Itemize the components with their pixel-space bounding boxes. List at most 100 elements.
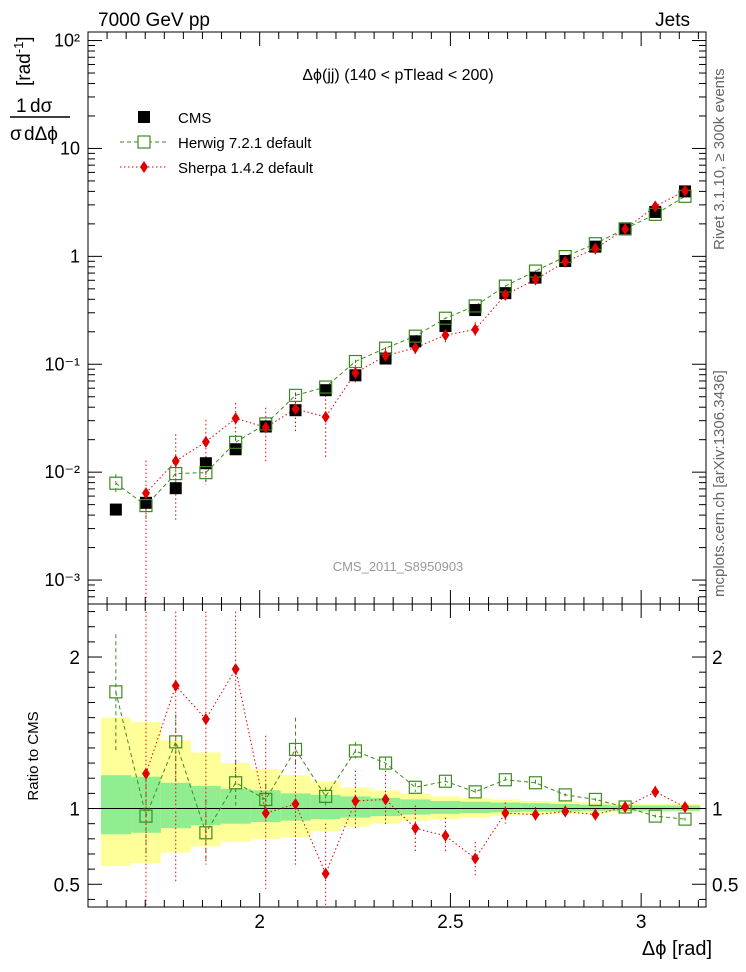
band-inner-bin <box>100 775 132 835</box>
main-point-cms <box>469 304 482 317</box>
ratio-point-herwig <box>348 744 363 758</box>
analysis-label: CMS_2011_S8950903 <box>333 559 464 574</box>
ratio-point-sherpa <box>231 663 240 676</box>
ratio-point-sherpa <box>261 807 270 820</box>
ratio-point-sherpa <box>501 807 510 820</box>
ratio-point-sherpa <box>531 808 540 821</box>
main-point-cms <box>319 384 332 397</box>
band-inner-bin <box>430 800 461 814</box>
main-point-herwig <box>109 476 123 490</box>
ratio-point-sherpa <box>201 713 210 726</box>
header-process-label: Jets <box>655 10 690 31</box>
ratio-point-sherpa <box>321 867 330 880</box>
band-inner-bin <box>160 782 191 829</box>
legend: CMS Herwig 7.2.1 default Sherpa 1.4.2 de… <box>120 110 314 177</box>
svg-text:σ: σ <box>10 124 22 145</box>
ratio-y-tick-label-left: 1 <box>69 800 80 821</box>
mcplots-site-label: mcplots.cern.ch [arXiv:1306.3436] <box>711 370 728 597</box>
ratio-y-tick-label-right: 1 <box>712 800 723 821</box>
ratio-point-herwig <box>678 812 692 826</box>
main-title: Δϕ(jj) (140 < pTlead < 200) <box>302 67 493 84</box>
main-point-sherpa <box>441 329 450 342</box>
main-point-cms <box>109 503 122 516</box>
rivet-version-label: Rivet 3.1.10, ≥ 300k events <box>711 68 728 250</box>
ratio-point-sherpa <box>351 794 360 807</box>
ratio-point-herwig <box>498 773 512 787</box>
ratio-point-herwig <box>259 792 273 807</box>
main-point-cms <box>169 482 182 495</box>
ratio-point-herwig <box>169 735 183 749</box>
main-point-sherpa <box>321 410 330 423</box>
ratio-point-herwig <box>558 788 572 802</box>
main-y-tick-label: 10⁻³ <box>44 570 80 590</box>
svg-text:dΔϕ: dΔϕ <box>24 124 58 145</box>
main-y-axis-label: 1 dσ σ dΔϕ [rad-1] <box>10 36 70 145</box>
main-point-herwig <box>468 299 482 313</box>
svg-text:1: 1 <box>16 96 27 117</box>
main-point-herwig <box>139 498 153 513</box>
ratio-point-sherpa <box>681 801 690 814</box>
main-point-sherpa <box>531 273 540 286</box>
legend-marker-herwig <box>137 135 151 149</box>
ratio-y-axis-label: Ratio to CMS <box>25 711 42 800</box>
ratio-point-herwig <box>408 780 422 794</box>
ratio-point-sherpa <box>441 829 450 842</box>
ratio-point-herwig <box>528 776 543 790</box>
ratio-y-tick-label-right: 0.5 <box>712 875 738 896</box>
main-y-tick-label: 10⁻¹ <box>44 354 80 374</box>
ratio-point-herwig <box>139 809 153 823</box>
legend-marker-cms <box>138 111 150 123</box>
main-point-cms <box>229 443 242 456</box>
band-inner-bin <box>220 788 251 824</box>
legend-marker-sherpa <box>140 161 148 173</box>
main-point-herwig <box>169 466 183 481</box>
ratio-point-sherpa <box>651 785 660 798</box>
ratio-point-herwig <box>438 774 453 788</box>
ratio-point-herwig <box>199 826 213 840</box>
main-point-cms <box>439 320 452 333</box>
band-inner-bin <box>400 799 431 815</box>
ratio-point-sherpa <box>411 822 420 835</box>
ratio-point-sherpa <box>171 679 180 692</box>
main-point-sherpa <box>381 349 390 362</box>
ratio-point-herwig <box>468 785 482 799</box>
ratio-plot-frame <box>87 603 707 908</box>
main-point-sherpa <box>351 366 360 379</box>
ratio-y-tick-label-left: 0.5 <box>54 875 80 896</box>
ratio-point-sherpa <box>291 797 300 810</box>
x-tick-label: 2 <box>254 912 265 933</box>
axes: 10⁻³ 10⁻² 10⁻¹ 1 10 10² 0.5 0.5 1 1 2 2 2 2.5 3 <box>44 31 738 933</box>
legend-label-cms: CMS <box>178 110 211 127</box>
ratio-point-herwig <box>288 742 303 757</box>
legend-entry-cms: CMS <box>138 110 211 127</box>
ratio-point-herwig <box>648 809 662 823</box>
main-point-sherpa <box>651 200 660 213</box>
ratio-point-sherpa <box>621 801 630 814</box>
x-tick-label: 3 <box>636 912 647 933</box>
main-point-sherpa <box>501 288 510 301</box>
main-point-herwig <box>229 435 243 449</box>
ratio-point-sherpa <box>381 793 390 806</box>
ratio-point-herwig <box>229 776 243 790</box>
ratio-point-herwig <box>109 685 123 699</box>
main-point-sherpa <box>171 454 180 467</box>
main-y-tick-label: 10 <box>60 138 80 158</box>
main-point-sherpa <box>411 341 420 354</box>
legend-entry-sherpa: Sherpa 1.4.2 default <box>120 160 314 177</box>
main-y-tick-label: 1 <box>70 246 80 266</box>
legend-label-herwig: Herwig 7.2.1 default <box>178 135 312 152</box>
main-point-cms <box>409 335 422 348</box>
svg-text:dσ: dσ <box>30 96 53 117</box>
main-point-sherpa <box>141 487 150 500</box>
main-point-sherpa <box>261 421 270 434</box>
main-point-sherpa <box>291 402 300 415</box>
x-axis-label: Δϕ [rad] <box>642 938 712 960</box>
main-point-sherpa <box>591 242 600 255</box>
main-point-sherpa <box>621 223 630 236</box>
ratio-y-tick-label-right: 2 <box>712 648 723 669</box>
main-point-herwig <box>319 380 333 394</box>
header-energy-label: 7000 GeV pp <box>98 10 210 31</box>
data-marks <box>109 184 692 880</box>
main-point-herwig <box>288 388 303 402</box>
